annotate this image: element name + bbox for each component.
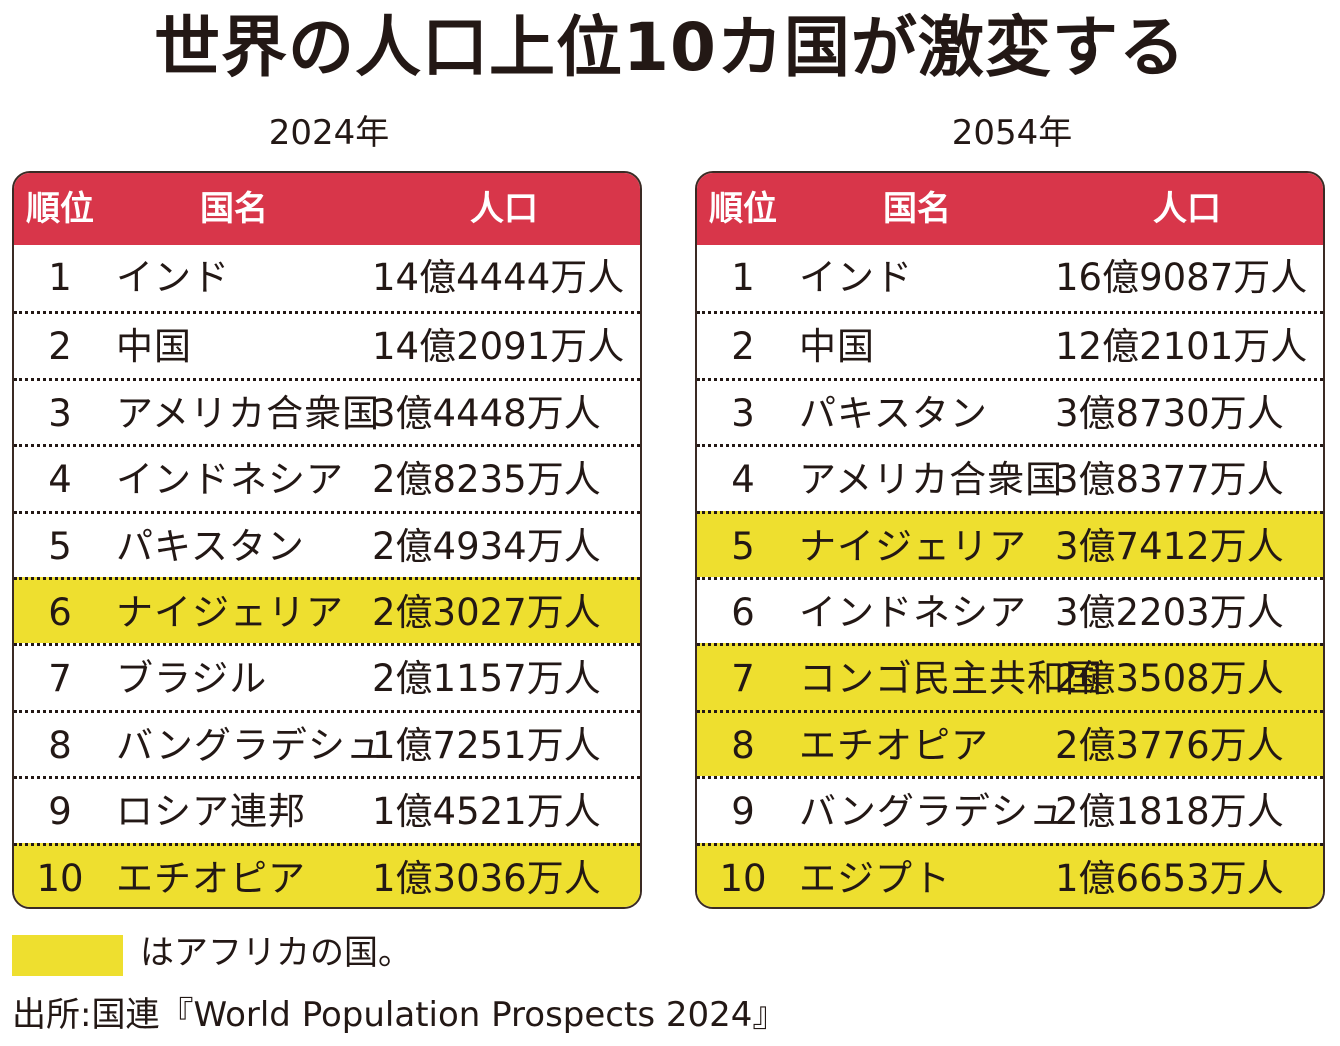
table-row: 5 ナイジェリア 3億7412万人 bbox=[697, 510, 1323, 577]
table-header: 順位 国名 人口 bbox=[697, 173, 1323, 245]
table-row: 8 エチオピア 2億3776万人 bbox=[697, 709, 1323, 777]
table-body: 1 インド 16億9087万人 2 中国 12億2101万人 3 パキスタン 3億8730万人 4… bbox=[697, 245, 1323, 907]
rank-cell: 8 bbox=[48, 723, 72, 767]
rank-cell: 7 bbox=[48, 657, 72, 701]
population-cell: 2億4934万人 bbox=[372, 524, 601, 568]
rank-cell: 2 bbox=[731, 325, 755, 369]
population-cell: 3億8377万人 bbox=[1055, 458, 1284, 502]
population-cell: 3億4448万人 bbox=[372, 391, 601, 435]
table-row: 7 コンゴ民主共和国 2億3508万人 bbox=[697, 643, 1323, 710]
rank-cell: 1 bbox=[731, 256, 755, 299]
table-row: 8 バングラデシュ 1億7251万人 bbox=[14, 709, 640, 776]
table-body: 1 インド 14億4444万人 2 中国 14億2091万人 3 アメリカ合衆国 3億4448万… bbox=[14, 245, 640, 907]
header-country: 国名 bbox=[200, 189, 268, 229]
table-row: 4 インドネシア 2億8235万人 bbox=[14, 444, 640, 510]
population-cell: 1億7251万人 bbox=[372, 723, 601, 767]
source-note: 出所:国連『World Population Prospects 2024』 bbox=[12, 995, 787, 1035]
header-population: 人口 bbox=[1153, 189, 1221, 229]
rank-cell: 10 bbox=[36, 856, 84, 900]
country-cell: ロシア連邦 bbox=[116, 790, 306, 834]
page-title: 世界の人口上位10カ国が激変する bbox=[154, 9, 1186, 86]
rank-cell: 8 bbox=[731, 723, 755, 767]
population-cell: 16億9087万人 bbox=[1055, 256, 1308, 299]
country-cell: コンゴ民主共和国 bbox=[799, 657, 1103, 701]
country-cell: インドネシア bbox=[799, 590, 1027, 634]
header-country: 国名 bbox=[883, 189, 951, 229]
country-cell: パキスタン bbox=[799, 391, 988, 435]
table-row: 2 中国 14億2091万人 bbox=[14, 311, 640, 377]
country-cell: インド bbox=[799, 256, 913, 299]
rank-cell: 3 bbox=[48, 391, 72, 435]
header-population: 人口 bbox=[470, 189, 538, 229]
population-cell: 2億3027万人 bbox=[372, 590, 601, 634]
population-cell: 1億3036万人 bbox=[372, 856, 601, 900]
rank-cell: 6 bbox=[731, 590, 755, 634]
table-row: 10 エチオピア 1億3036万人 bbox=[14, 842, 640, 907]
country-cell: パキスタン bbox=[116, 524, 305, 568]
country-cell: インドネシア bbox=[116, 458, 344, 502]
legend-text: はアフリカの国。 bbox=[140, 933, 412, 973]
population-cell: 3億8730万人 bbox=[1055, 391, 1284, 435]
rank-cell: 2 bbox=[48, 325, 72, 369]
population-cell: 2億1157万人 bbox=[372, 657, 601, 701]
table-row: 10 エジプト 1億6653万人 bbox=[697, 842, 1323, 907]
country-cell: エジプト bbox=[799, 856, 951, 900]
table-row: 3 アメリカ合衆国 3億4448万人 bbox=[14, 377, 640, 444]
ranking-table-2024: 順位 国名 人口 1 インド 14億4444万人 2 中国 14億2091万人 3 アメリカ合… bbox=[12, 171, 642, 909]
country-cell: エチオピア bbox=[799, 723, 989, 767]
rank-cell: 9 bbox=[48, 790, 72, 834]
table-row: 2 中国 12億2101万人 bbox=[697, 311, 1323, 377]
rank-cell: 5 bbox=[48, 524, 72, 568]
country-cell: 中国 bbox=[799, 325, 875, 369]
table-row: 6 インドネシア 3億2203万人 bbox=[697, 576, 1323, 643]
country-cell: エチオピア bbox=[116, 856, 306, 900]
table-header: 順位 国名 人口 bbox=[14, 173, 640, 245]
rank-cell: 9 bbox=[731, 790, 755, 834]
population-cell: 3億2203万人 bbox=[1055, 590, 1284, 634]
table-row: 9 ロシア連邦 1億4521万人 bbox=[14, 776, 640, 842]
population-cell: 2億3776万人 bbox=[1055, 723, 1284, 767]
header-rank: 順位 bbox=[709, 189, 777, 229]
population-cell: 1億6653万人 bbox=[1055, 856, 1284, 900]
table-row: 1 インド 16億9087万人 bbox=[697, 245, 1323, 311]
year-label-2054: 2054年 bbox=[951, 113, 1073, 153]
legend-swatch-africa bbox=[12, 935, 123, 976]
table-row: 4 アメリカ合衆国 3億8377万人 bbox=[697, 444, 1323, 510]
table-row: 6 ナイジェリア 2億3027万人 bbox=[14, 576, 640, 644]
population-cell: 3億7412万人 bbox=[1055, 524, 1284, 568]
country-cell: バングラデシュ bbox=[116, 723, 384, 767]
table-row: 7 ブラジル 2億1157万人 bbox=[14, 643, 640, 709]
country-cell: バングラデシュ bbox=[799, 790, 1067, 834]
population-cell: 14億2091万人 bbox=[372, 325, 625, 369]
population-cell: 2億3508万人 bbox=[1055, 657, 1284, 701]
table-row: 9 バングラデシュ 2億1818万人 bbox=[697, 776, 1323, 842]
country-cell: 中国 bbox=[116, 325, 192, 369]
rank-cell: 10 bbox=[719, 856, 767, 900]
country-cell: ナイジェリア bbox=[116, 590, 344, 634]
country-cell: アメリカ合衆国 bbox=[799, 458, 1064, 502]
table-row: 3 パキスタン 3億8730万人 bbox=[697, 377, 1323, 444]
rank-cell: 6 bbox=[48, 590, 72, 634]
rank-cell: 7 bbox=[731, 657, 755, 701]
population-cell: 14億4444万人 bbox=[372, 256, 625, 299]
population-cell: 2億8235万人 bbox=[372, 458, 601, 502]
country-cell: アメリカ合衆国 bbox=[116, 391, 381, 435]
country-cell: ナイジェリア bbox=[799, 524, 1027, 568]
population-cell: 1億4521万人 bbox=[372, 790, 601, 834]
rank-cell: 1 bbox=[48, 256, 72, 299]
country-cell: ブラジル bbox=[116, 657, 268, 701]
country-cell: インド bbox=[116, 256, 230, 299]
rank-cell: 5 bbox=[731, 524, 755, 568]
ranking-table-2054: 順位 国名 人口 1 インド 16億9087万人 2 中国 12億2101万人 3 パキスタン… bbox=[695, 171, 1325, 909]
table-row: 5 パキスタン 2億4934万人 bbox=[14, 510, 640, 577]
rank-cell: 4 bbox=[48, 458, 72, 502]
year-label-2024: 2024年 bbox=[268, 113, 390, 153]
rank-cell: 4 bbox=[731, 458, 755, 502]
population-cell: 2億1818万人 bbox=[1055, 790, 1284, 834]
population-cell: 12億2101万人 bbox=[1055, 325, 1308, 369]
header-rank: 順位 bbox=[26, 189, 94, 229]
rank-cell: 3 bbox=[731, 391, 755, 435]
table-row: 1 インド 14億4444万人 bbox=[14, 245, 640, 311]
